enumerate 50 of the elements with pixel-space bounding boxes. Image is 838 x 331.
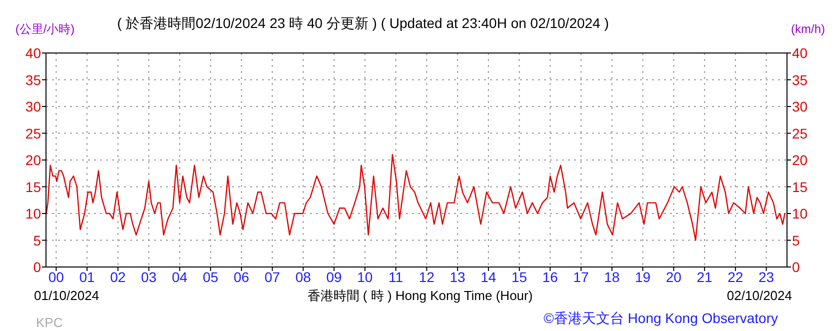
- x-tick-label: 19: [635, 269, 651, 285]
- y-tick-label: 0: [33, 259, 42, 275]
- x-tick-label: 22: [728, 269, 744, 285]
- x-tick-label: 10: [357, 269, 373, 285]
- y-tick-label: 15: [25, 178, 42, 195]
- y2-tick-label: 40: [792, 45, 808, 61]
- chart-title: ( 於香港時間02/10/2024 23 時 40 分更新 ) ( Updated at 23:40H on 02/10/2024 ): [117, 15, 609, 31]
- x-tick-label: 15: [512, 269, 528, 285]
- x-tick-label: 00: [48, 269, 64, 285]
- y-axis-title: (公里/小時): [15, 22, 75, 36]
- y2-tick-label: 5: [792, 232, 800, 248]
- x-axis-title: 香港時間 ( 時 ) Hong Kong Time (Hour): [307, 288, 533, 303]
- x-tick-label: 05: [202, 269, 219, 285]
- y-tick-label: 10: [25, 206, 42, 222]
- x-tick-label: 21: [696, 269, 713, 285]
- y-tick-label: 5: [33, 232, 42, 248]
- x-tick-label: 01: [79, 269, 96, 285]
- x-tick-label: 17: [573, 269, 590, 285]
- y-tick-label: 40: [25, 45, 42, 61]
- y2-tick-label: 10: [792, 206, 808, 222]
- x-tick-label: 06: [234, 269, 250, 285]
- x-tick-label: 02: [110, 269, 126, 285]
- text: 02/10/2024: [726, 288, 792, 303]
- x-tick-label: 20: [666, 269, 682, 285]
- x-tick-label: 03: [141, 269, 157, 285]
- y2-tick-label: 35: [792, 72, 808, 88]
- x-tick-label: 14: [480, 269, 496, 285]
- y-tick-label: 35: [25, 72, 42, 88]
- x-tick-label: 07: [264, 269, 280, 285]
- x-tick-label: 23: [758, 269, 774, 285]
- x-tick-label: 13: [450, 269, 466, 285]
- y2-tick-label: 25: [792, 125, 808, 142]
- text: 01/10/2024: [34, 288, 100, 303]
- text: ©香港天文台 Hong Kong Observatory: [544, 310, 778, 326]
- y-tick-label: 30: [25, 98, 42, 114]
- y2-tick-label: 20: [792, 152, 808, 168]
- x-tick-label: 09: [326, 269, 342, 285]
- x-tick-label: 16: [542, 269, 558, 285]
- x-tick-label: 12: [418, 269, 435, 285]
- y2-tick-label: 30: [792, 98, 808, 114]
- y2-tick-label: 15: [792, 178, 808, 195]
- y-tick-label: 20: [25, 152, 42, 168]
- text: KPC: [36, 315, 63, 330]
- y2-tick-label: 0: [792, 259, 800, 275]
- y-tick-label: 25: [25, 125, 42, 142]
- y2-axis-title: (km/h): [791, 22, 825, 36]
- x-tick-label: 04: [172, 269, 188, 285]
- x-tick-label: 11: [388, 269, 404, 285]
- x-tick-label: 18: [604, 269, 620, 285]
- x-tick-label: 08: [295, 269, 312, 285]
